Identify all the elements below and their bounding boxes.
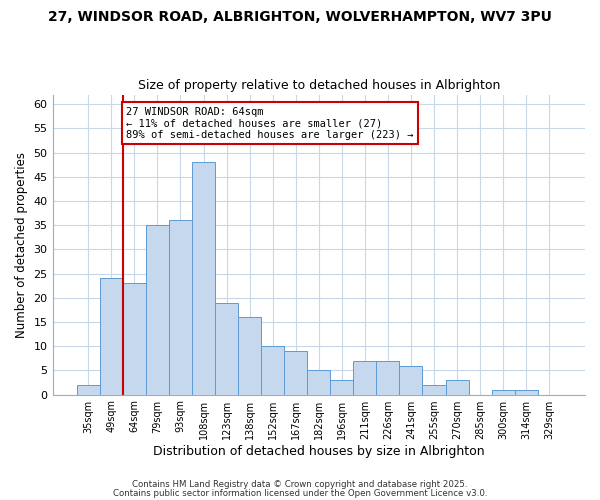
- Bar: [515, 390, 538, 394]
- Title: Size of property relative to detached houses in Albrighton: Size of property relative to detached ho…: [137, 79, 500, 92]
- Bar: [192, 162, 215, 394]
- Bar: [400, 366, 422, 394]
- Text: Contains public sector information licensed under the Open Government Licence v3: Contains public sector information licen…: [113, 490, 487, 498]
- Bar: [146, 225, 169, 394]
- Y-axis label: Number of detached properties: Number of detached properties: [15, 152, 28, 338]
- Bar: [238, 317, 261, 394]
- X-axis label: Distribution of detached houses by size in Albrighton: Distribution of detached houses by size …: [153, 444, 485, 458]
- Text: Contains HM Land Registry data © Crown copyright and database right 2025.: Contains HM Land Registry data © Crown c…: [132, 480, 468, 489]
- Bar: [261, 346, 284, 395]
- Bar: [446, 380, 469, 394]
- Bar: [307, 370, 330, 394]
- Bar: [100, 278, 123, 394]
- Bar: [491, 390, 515, 394]
- Text: 27, WINDSOR ROAD, ALBRIGHTON, WOLVERHAMPTON, WV7 3PU: 27, WINDSOR ROAD, ALBRIGHTON, WOLVERHAMP…: [48, 10, 552, 24]
- Bar: [376, 360, 400, 394]
- Bar: [123, 284, 146, 395]
- Bar: [215, 302, 238, 394]
- Bar: [169, 220, 192, 394]
- Bar: [330, 380, 353, 394]
- Bar: [422, 385, 446, 394]
- Bar: [284, 351, 307, 395]
- Text: 27 WINDSOR ROAD: 64sqm
← 11% of detached houses are smaller (27)
89% of semi-det: 27 WINDSOR ROAD: 64sqm ← 11% of detached…: [127, 106, 414, 140]
- Bar: [353, 360, 376, 394]
- Bar: [77, 385, 100, 394]
